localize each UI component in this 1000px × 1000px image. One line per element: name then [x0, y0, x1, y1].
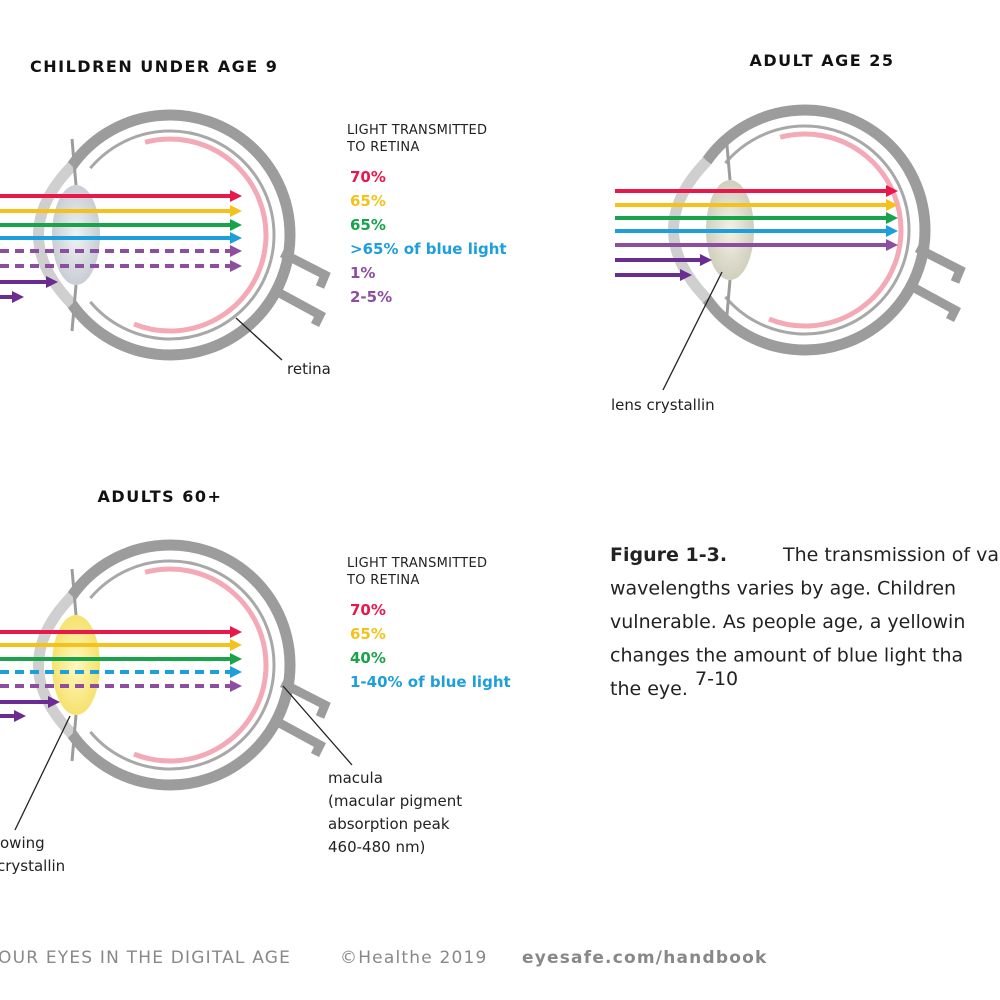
choroid: [89, 559, 276, 771]
optic-nerve: [279, 248, 331, 289]
pointer: [662, 271, 723, 391]
lens: [52, 615, 100, 715]
arrow-head: [230, 190, 242, 202]
legend-value: 1%: [350, 264, 375, 282]
arrow-head: [700, 254, 712, 266]
panel-title: CHILDREN UNDER AGE 9: [30, 57, 278, 76]
panel-title: ADULT AGE 25: [750, 51, 895, 70]
iris: [70, 568, 78, 762]
caption-line: the eye.: [610, 678, 688, 700]
iris: [724, 133, 732, 327]
arrow-head: [886, 212, 898, 224]
footer-text: eyesafe.com/handbook: [522, 948, 767, 968]
optic-nerve: [279, 678, 331, 719]
caption-lead: Figure 1-3.: [610, 544, 727, 566]
arrow-head: [230, 666, 242, 678]
arrow-head: [12, 291, 24, 303]
caption-line: The transmission of vario: [782, 544, 1000, 566]
arrow-head: [230, 639, 242, 651]
choroid: [724, 124, 911, 336]
legend-value: >65% of blue light: [350, 240, 507, 258]
optic-nerve: [271, 286, 326, 328]
pointer: [282, 685, 353, 766]
legend-value: 2-5%: [350, 288, 392, 306]
label: (macular pigment: [328, 792, 462, 810]
panel-title: ADULTS 60+: [98, 487, 223, 506]
caption-line: vulnerable. As people age, a yellowin: [610, 611, 965, 633]
arrow-head: [48, 696, 60, 708]
arrow-head: [230, 653, 242, 665]
legend-value: 65%: [350, 192, 386, 210]
label: lens crystallin: [611, 396, 715, 414]
label: owing: [0, 834, 45, 852]
label: 460-480 nm): [328, 838, 425, 856]
arrow-head: [14, 710, 26, 722]
arrow-head: [230, 232, 242, 244]
cornea: [33, 592, 76, 738]
retina: [768, 131, 904, 329]
legend-value: 40%: [350, 649, 386, 667]
legend-title: TO RETINA: [346, 573, 420, 588]
legend-value: 65%: [350, 216, 386, 234]
legend-title: LIGHT TRANSMITTED: [347, 556, 487, 571]
arrow-head: [886, 239, 898, 251]
legend-value: 65%: [350, 625, 386, 643]
label: crystallin: [0, 857, 65, 875]
arrow-head: [680, 269, 692, 281]
legend-value: 70%: [350, 168, 386, 186]
pointer: [14, 715, 71, 831]
arrow-head: [230, 219, 242, 231]
choroid: [89, 129, 276, 341]
optic-nerve: [914, 243, 966, 284]
arrow-head: [230, 205, 242, 217]
arrow-head: [230, 680, 242, 692]
optic-nerve: [906, 281, 961, 323]
footer-text: OUR EYES IN THE DIGITAL AGE: [0, 948, 291, 968]
iris: [70, 138, 78, 332]
retina: [133, 136, 269, 334]
legend-value: 1-40% of blue light: [350, 673, 511, 691]
label: absorption peak: [328, 815, 450, 833]
legend-value: 70%: [350, 601, 386, 619]
optic-nerve: [271, 716, 326, 758]
arrow-head: [46, 276, 58, 288]
caption-ref: 7-10: [695, 668, 738, 690]
footer-text: ©Healthe 2019: [340, 948, 488, 968]
arrow-head: [230, 626, 242, 638]
pointer: [235, 317, 283, 361]
arrow-head: [886, 199, 898, 211]
cornea: [33, 162, 76, 308]
sclera: [67, 109, 296, 361]
lens: [52, 185, 100, 285]
arrow-head: [230, 260, 242, 272]
retina: [133, 566, 269, 764]
caption-line: wavelengths varies by age. Children: [610, 578, 956, 600]
sclera: [67, 539, 296, 791]
legend-title: LIGHT TRANSMITTED: [347, 123, 487, 138]
arrow-head: [230, 245, 242, 257]
label: retina: [287, 360, 331, 378]
legend-title: TO RETINA: [346, 140, 420, 155]
caption-line: changes the amount of blue light tha: [610, 645, 963, 667]
arrow-head: [886, 225, 898, 237]
arrow-head: [886, 185, 898, 197]
sclera: [702, 104, 931, 356]
label: macula: [328, 769, 383, 787]
